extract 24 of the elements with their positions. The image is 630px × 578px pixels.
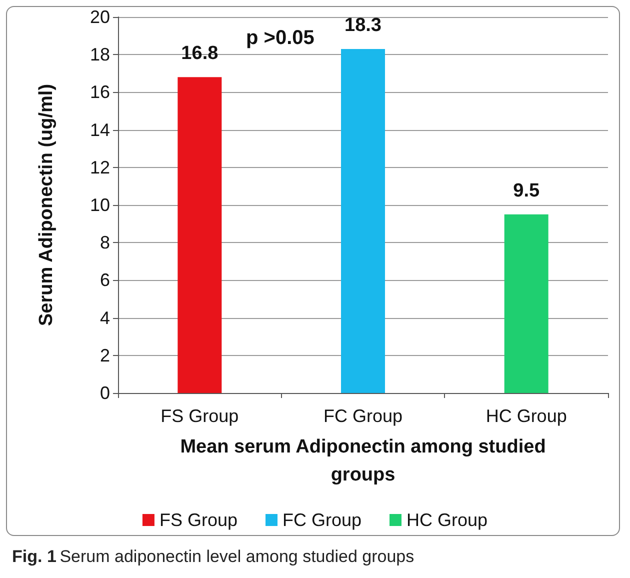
y-tick-label: 8 [100,232,110,253]
x-axis-title: Mean serum Adiponectin among studied groups [180,436,546,486]
data-label: 18.3 [344,14,382,36]
data-label: 16.8 [181,43,218,64]
y-tick-label: 12 [90,157,110,178]
y-tick-label: 4 [100,308,110,328]
legend-label: HC Group [406,510,488,530]
y-axis-title: Serum Adiponectin (ug/ml) [36,84,57,326]
y-tick-label: 16 [90,82,110,102]
annotation: p >0.05 [246,27,314,49]
y-tick-label: 6 [100,270,110,290]
x-tick-label: FS Group [160,406,239,426]
y-tick-label: 10 [90,195,110,215]
y-tick-label: 20 [90,7,110,27]
y-tick-label: 18 [90,44,110,65]
legend-label: FS Group [159,510,238,530]
data-label: 9.5 [513,180,540,202]
caption: Fig. 1 Serum adiponectin level among studied groups [12,547,414,566]
x-tick-label: FC Group [323,406,403,426]
y-tick-label: 14 [90,120,110,140]
y-tick-label: 0 [100,383,110,403]
legend-label: FC Group [282,510,362,530]
x-tick-label: HC Group [486,406,567,426]
y-tick-label: 2 [100,345,110,366]
